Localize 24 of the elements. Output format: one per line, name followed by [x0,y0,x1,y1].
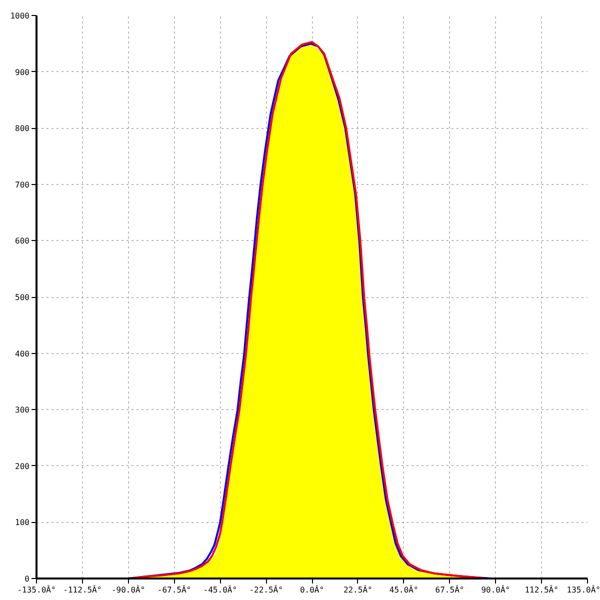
y-tick-label: 500 [15,293,30,302]
y-tick-label: 200 [15,462,30,471]
x-tick-label: 112.5Â° [524,584,558,594]
y-tick-label: 900 [15,68,30,77]
y-tick-label: 600 [15,236,30,246]
y-tick-label: 400 [15,349,30,358]
x-tick-label: -112.5Â° [63,584,102,594]
y-tick-label: 300 [15,406,30,415]
x-tick-label: -45.0Â° [203,584,238,594]
x-tick-label: -22.5Â° [249,584,283,594]
x-tick-label: 45.0Â° [389,584,418,594]
x-tick-label: 22.5Â° [343,584,372,594]
x-tick-label: 135.0Â° [566,584,600,594]
y-tick-label: 700 [15,180,30,190]
x-tick-label: 67.5Â° [435,584,464,594]
x-tick-label: -135.0Â° [17,584,56,594]
y-tick-label: 0 [24,574,30,584]
x-tick-label: 0.0Â° [300,584,324,594]
y-tick-label: 800 [15,124,30,134]
x-tick-label: 90.0Â° [481,584,510,594]
x-tick-label: -90.0Â° [111,584,146,594]
y-tick-label: 100 [15,518,30,528]
y-tick-label: 1000 [10,12,30,20]
x-tick-label: -67.5Â° [157,584,192,594]
